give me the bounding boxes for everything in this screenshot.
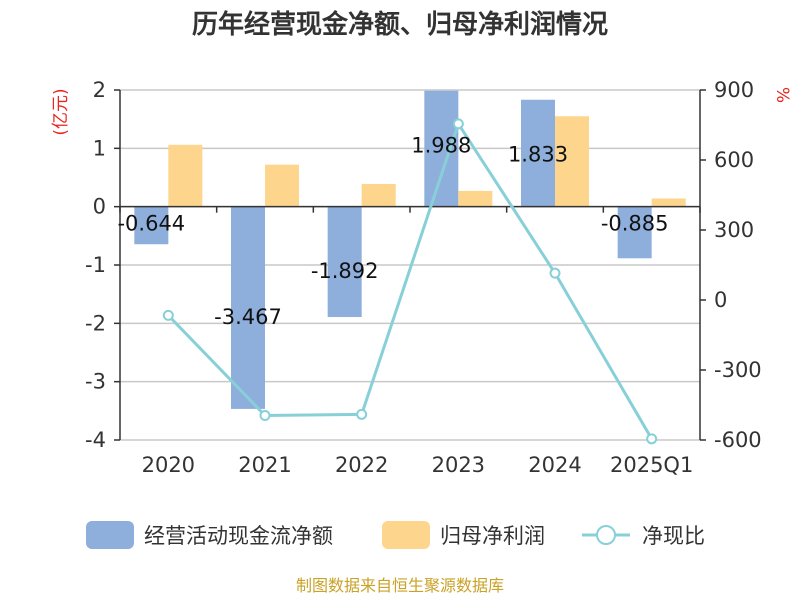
data-label-cashflow: -3.467 [214, 305, 282, 329]
source-note: 制图数据来自恒生聚源数据库 [296, 576, 504, 595]
legend-item-ratio[interactable]: 净现比 [582, 524, 705, 548]
left-tick-label: 0 [93, 195, 106, 219]
bar-cashflow [134, 206, 169, 245]
ratio-line [167, 120, 653, 440]
bar-cashflow [327, 206, 362, 318]
left-axis-unit: (亿元) [51, 88, 71, 135]
data-label-cashflow: -0.644 [117, 212, 185, 236]
x-tick-label: 2025Q1 [610, 453, 693, 477]
right-tick-label: -600 [714, 428, 762, 452]
x-tick-label: 2020 [142, 453, 195, 477]
legend-swatch-cashflow [86, 521, 134, 549]
bar-cashflow [521, 99, 555, 207]
bar-cashflow [424, 90, 459, 207]
data-label-cashflow: 1.833 [508, 143, 568, 167]
ratio-point [356, 408, 368, 420]
data-label-cashflow: -0.885 [601, 212, 669, 236]
bar-profit [168, 144, 203, 207]
legend-label-cashflow: 经营活动现金流净额 [144, 524, 333, 548]
ratio-point [646, 433, 658, 445]
ratio-point [549, 267, 561, 279]
bar-profit [651, 198, 686, 207]
left-tick-label: 1 [93, 136, 106, 160]
ratio-point [162, 309, 174, 321]
left-tick-label: 2 [93, 78, 106, 102]
chart-title: 历年经营现金净额、归母净利润情况 [192, 9, 608, 40]
right-tick-label: 900 [714, 78, 754, 102]
axes: (亿元) % 2 1 0 -1 -2 -3 -4 900 600 300 0 -300 -600 2020… [51, 78, 792, 477]
ratio-point [452, 118, 464, 130]
ratio-line-layer [162, 118, 658, 445]
bar-profit [361, 183, 396, 207]
legend-swatch-ratio-marker [596, 525, 616, 545]
right-axis-unit: % [772, 87, 792, 103]
ratio-point [259, 410, 271, 421]
bar-profit [458, 190, 493, 207]
legend: 经营活动现金流净额 归母净利润 净现比 [86, 521, 705, 549]
left-tick-label: -2 [85, 311, 106, 335]
left-tick-label: -1 [85, 253, 106, 277]
legend-swatch-profit [382, 521, 430, 549]
legend-item-cashflow[interactable]: 经营活动现金流净额 [86, 521, 333, 549]
right-tick-label: 600 [714, 148, 754, 172]
right-tick-label: 300 [714, 218, 754, 242]
right-tick-label: 0 [714, 288, 727, 312]
data-label-cashflow: -1.892 [311, 259, 379, 283]
right-tick-label: -300 [714, 358, 762, 382]
x-tick-label: 2021 [238, 453, 291, 477]
bar-profit [265, 164, 299, 207]
x-tick-label: 2022 [335, 453, 388, 477]
data-label-cashflow: 1.988 [411, 134, 471, 158]
left-tick-label: -3 [85, 370, 106, 394]
x-tick-label: 2023 [432, 453, 485, 477]
legend-label-profit: 归母净利润 [440, 524, 545, 548]
x-tick-label: 2024 [528, 453, 581, 477]
legend-item-profit[interactable]: 归母净利润 [382, 521, 545, 549]
bar-cashflow [617, 206, 652, 259]
bar-cashflow [231, 206, 265, 409]
bars [134, 90, 686, 409]
left-tick-label: -4 [85, 428, 106, 452]
legend-label-ratio: 净现比 [642, 524, 705, 548]
data-labels: -0.644 -3.467 -1.892 1.988 1.833 -0.885 [117, 134, 668, 329]
bar-profit [555, 116, 589, 207]
